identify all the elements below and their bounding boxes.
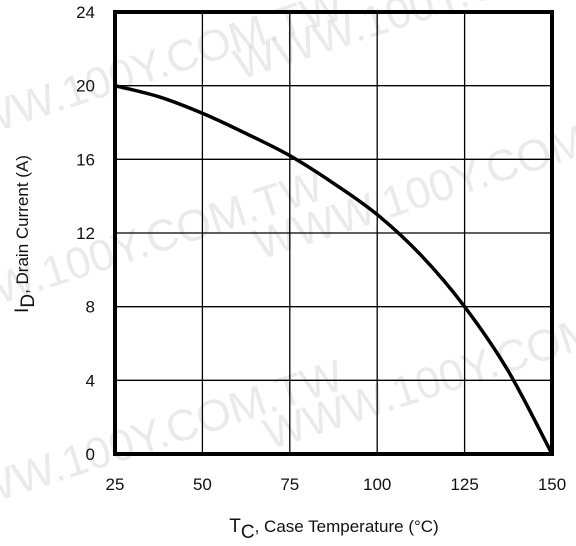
x-axis-label-main: T	[229, 516, 241, 537]
tick-labels: 25 50 75 100 125 150 0 4 8 12 16 20 24	[76, 3, 566, 494]
y-tick-label: 8	[86, 298, 95, 317]
x-tick-label: 25	[106, 475, 125, 494]
y-tick-label: 24	[76, 3, 95, 22]
y-tick-label: 20	[76, 77, 95, 96]
x-tick-label: 50	[193, 475, 212, 494]
x-tick-label: 100	[363, 475, 391, 494]
y-tick-label: 16	[76, 150, 95, 169]
x-axis-label: TC, Case Temperature (°C)	[229, 516, 438, 543]
x-tick-label: 125	[450, 475, 478, 494]
x-tick-label: 75	[280, 475, 299, 494]
y-tick-label: 12	[76, 224, 95, 243]
y-axis-label: ID, Drain Current (A)	[12, 155, 39, 313]
y-axis-label-main: I	[12, 308, 33, 313]
y-tick-label: 0	[86, 445, 95, 464]
x-tick-label: 150	[538, 475, 566, 494]
y-axis-label-rest: , Drain Current (A)	[13, 155, 32, 294]
series-line	[114, 83, 554, 455]
y-tick-label: 4	[86, 371, 95, 390]
x-axis-label-rest: , Case Temperature (°C)	[255, 517, 439, 536]
plot-frame	[113, 10, 554, 456]
x-axis-label-sub: C	[241, 522, 255, 543]
y-axis-label-sub: D	[18, 294, 39, 308]
